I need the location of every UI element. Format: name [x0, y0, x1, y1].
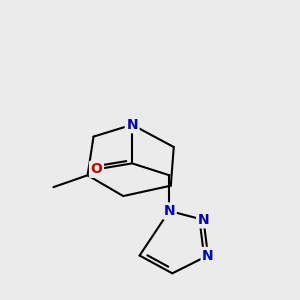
Text: N: N [198, 213, 209, 227]
Text: N: N [202, 248, 214, 262]
Text: N: N [126, 118, 138, 132]
Text: O: O [91, 162, 102, 176]
Text: N: N [164, 204, 175, 218]
